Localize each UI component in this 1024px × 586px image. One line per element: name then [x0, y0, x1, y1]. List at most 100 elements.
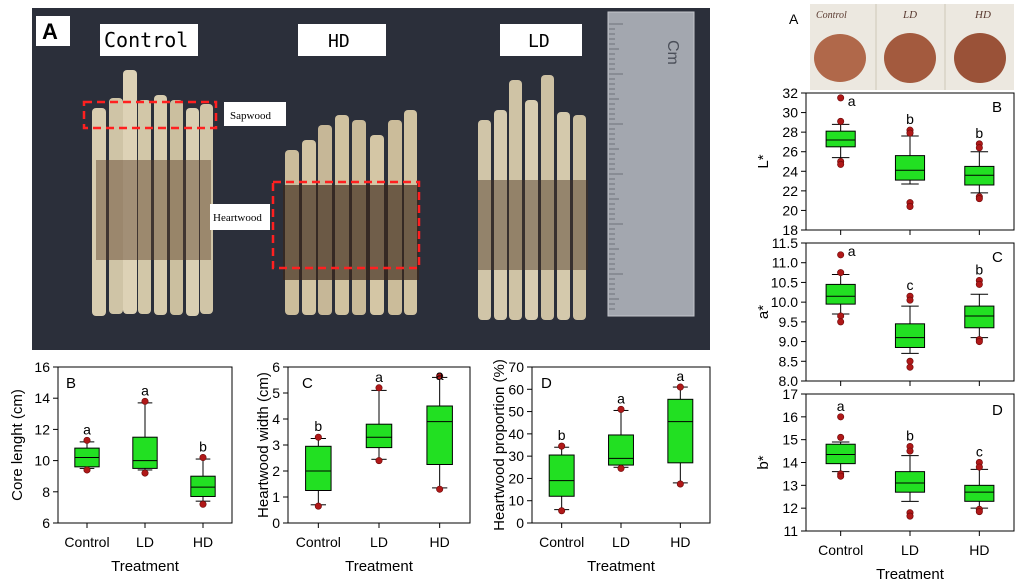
outlier-point [837, 472, 845, 480]
outlier-point [837, 433, 845, 441]
y-tick-label: 11.5 [772, 235, 798, 251]
iqr-box [608, 434, 634, 466]
outlier-point [837, 160, 845, 168]
box-hd: a [426, 367, 453, 493]
powder-control-label: Control [816, 10, 847, 21]
y-axis-label: Heartwood proportion (%) [491, 359, 508, 531]
significance-letter: a [848, 243, 856, 259]
x-tick-label: HD [430, 534, 450, 550]
x-axis-label: Treatment [345, 558, 414, 575]
outlier-point [975, 280, 983, 288]
chart-B-right: 18 20 22 24 26 28 30 32 L* Ba b b [755, 85, 1015, 238]
y-tick-label: 12 [34, 421, 50, 437]
outlier-point [375, 384, 383, 392]
box-ld: b [894, 428, 926, 520]
y-tick-label: 1 [272, 489, 280, 505]
box-ld: c [894, 277, 926, 371]
significance-letter: b [199, 438, 207, 454]
y-tick-label: 22 [782, 183, 798, 199]
y-tick-label: 18 [782, 222, 798, 238]
y-tick-label: 28 [782, 124, 798, 140]
y-axis-label: a* [755, 305, 772, 319]
iqr-box [667, 398, 694, 464]
powder-control [814, 34, 866, 82]
powder-hd [954, 33, 1006, 83]
box-control: a [825, 398, 856, 480]
y-tick-label: 50 [508, 404, 524, 420]
box-control: b [548, 427, 575, 515]
x-tick-label: Control [296, 534, 341, 550]
y-tick-label: 20 [782, 202, 798, 218]
powder-photo: Control LD HD A [789, 4, 1014, 90]
y-tick-label: 32 [782, 85, 798, 101]
x-tick-label: LD [612, 534, 630, 550]
outlier-point [906, 129, 914, 137]
hd-cores [283, 110, 419, 315]
outlier-point [837, 318, 845, 326]
box-hd: a [667, 368, 694, 488]
box-hd: b [964, 125, 995, 203]
iqr-box [548, 454, 575, 497]
y-tick-label: 70 [508, 359, 524, 375]
significance-letter: b [314, 418, 322, 434]
y-tick-label: 24 [782, 163, 798, 179]
powder-hd-label: HD [974, 9, 991, 21]
photo-panel-label-bg [36, 16, 70, 46]
heartwood-label: Heartwood [213, 212, 262, 224]
outlier-point [975, 195, 983, 203]
chart-D-right: 11 12 13 14 15 16 17 b* D Control LD HD Treatment a b c [755, 386, 1015, 583]
control-label-bg [100, 24, 198, 56]
y-tick-label: 0 [272, 515, 280, 531]
x-tick-label: HD [670, 534, 690, 550]
panel-label: B [66, 375, 76, 392]
ld-label: LD [528, 31, 550, 52]
iqr-box [964, 305, 995, 329]
chart-B-left: 6 8 10 12 14 16 Core lenght (cm) B Control LD HD Tr… [9, 359, 233, 575]
outlier-point [906, 296, 914, 304]
box-control: a [825, 93, 856, 168]
y-tick-label: 6 [272, 359, 280, 375]
x-tick-label: HD [193, 534, 213, 550]
sapwood-label: Sapwood [230, 110, 271, 122]
outlier-point [837, 117, 845, 125]
iqr-box [825, 283, 856, 305]
y-axis-label: Core lenght (cm) [9, 389, 26, 501]
panel-label: B [992, 99, 1002, 116]
y-tick-label: 4 [272, 411, 280, 427]
powder-panel-label: A [789, 11, 799, 27]
sapwood-label-bg [224, 102, 286, 126]
outlier-point [141, 397, 149, 405]
outlier-point [676, 480, 684, 488]
significance-letter: a [676, 368, 684, 384]
x-tick-label: HD [969, 542, 989, 558]
significance-letter: a [848, 93, 856, 109]
y-tick-label: 0 [516, 515, 524, 531]
outlier-point [837, 312, 845, 320]
y-tick-label: 10 [34, 453, 50, 469]
box-ld: a [365, 369, 393, 465]
y-tick-label: 40 [508, 426, 524, 442]
significance-letter: a [83, 421, 91, 437]
significance-letter: b [906, 428, 914, 444]
significance-letter: a [617, 390, 625, 406]
ruler: Cm [607, 11, 695, 317]
iqr-box [426, 405, 453, 465]
y-tick-label: 30 [782, 105, 798, 121]
iqr-box [305, 445, 332, 491]
control-label: Control [104, 28, 188, 52]
significance-letter: a [837, 398, 845, 414]
outlier-point [314, 502, 322, 510]
outlier-point [617, 464, 625, 472]
y-axis-label: b* [755, 455, 772, 469]
x-axis-label: Treatment [587, 558, 656, 575]
box-hd: c [964, 444, 995, 516]
significance-letter: a [141, 382, 149, 398]
x-tick-label: LD [370, 534, 388, 550]
outlier-point [975, 144, 983, 152]
heartwood-label-bg [210, 204, 270, 230]
iqr-box [894, 323, 926, 348]
y-tick-label: 10 [508, 493, 524, 509]
panel-label: D [541, 375, 552, 392]
